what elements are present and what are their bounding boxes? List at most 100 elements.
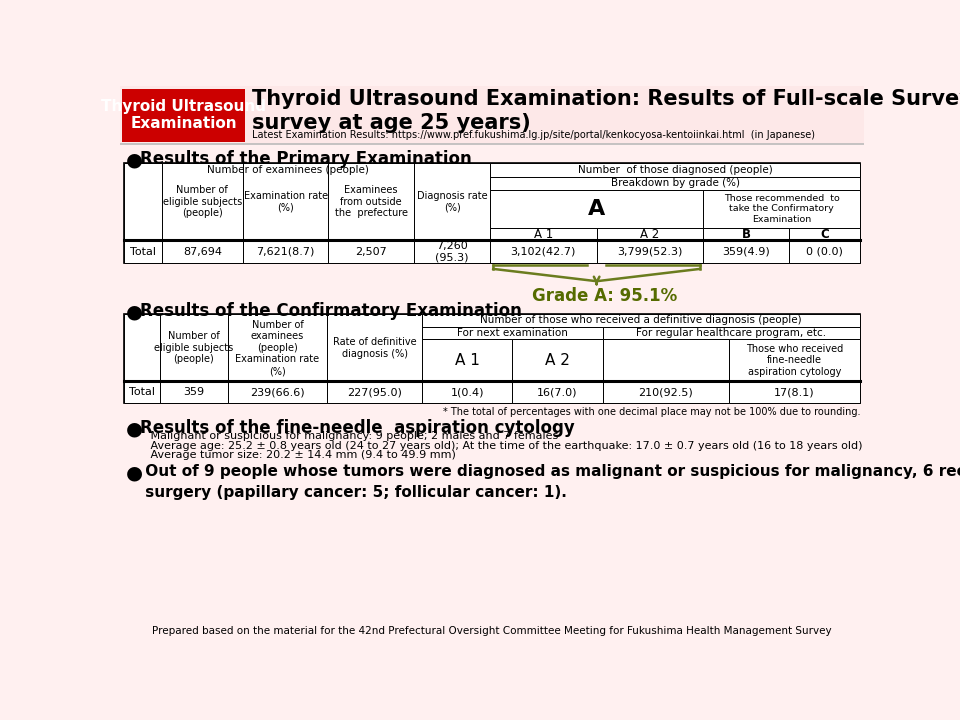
Text: Average age: 25.2 ± 0.8 years old (24 to 27 years old); At the time of the earth: Average age: 25.2 ± 0.8 years old (24 to… xyxy=(140,441,863,451)
Text: 87,694: 87,694 xyxy=(182,247,222,257)
Text: Breakdown by grade (%): Breakdown by grade (%) xyxy=(611,179,739,189)
Bar xyxy=(124,315,860,403)
Text: 227(95.0): 227(95.0) xyxy=(348,387,402,397)
Text: 359: 359 xyxy=(183,387,204,397)
Bar xyxy=(160,382,228,403)
Text: Examinees
from outside
the  prefecture: Examinees from outside the prefecture xyxy=(335,185,408,218)
Bar xyxy=(124,315,160,382)
Bar xyxy=(422,327,603,339)
Text: 7,260
(95.3): 7,260 (95.3) xyxy=(435,241,468,263)
Text: Number  of those diagnosed (people): Number of those diagnosed (people) xyxy=(578,166,773,176)
Bar xyxy=(124,163,860,264)
Text: Examination rate
(%): Examination rate (%) xyxy=(244,191,327,212)
Text: 3,799(52.3): 3,799(52.3) xyxy=(617,247,683,257)
Bar xyxy=(327,315,422,382)
Bar xyxy=(120,86,864,144)
Text: ●: ● xyxy=(126,419,143,438)
Text: Rate of definitive
diagnosis (%): Rate of definitive diagnosis (%) xyxy=(333,337,417,359)
Text: Thyroid Ultrasound
Examination: Thyroid Ultrasound Examination xyxy=(101,99,266,131)
Bar xyxy=(513,382,603,403)
Text: B: B xyxy=(741,228,751,240)
Text: 359(4.9): 359(4.9) xyxy=(722,247,770,257)
Text: Total: Total xyxy=(129,387,155,397)
Text: Malignant or suspicious for malignancy: 9 people; 2 males and 7 females: Malignant or suspicious for malignancy: … xyxy=(140,431,559,441)
Bar xyxy=(596,228,703,240)
Text: ●: ● xyxy=(126,464,143,482)
Bar xyxy=(124,240,162,264)
Bar xyxy=(122,89,245,142)
Text: A 2: A 2 xyxy=(640,228,660,240)
Bar xyxy=(422,315,860,327)
Bar xyxy=(414,163,491,240)
Text: ●: ● xyxy=(126,150,143,169)
Text: Those who received
fine-needle
aspiration cytology: Those who received fine-needle aspiratio… xyxy=(746,343,843,377)
Bar xyxy=(228,382,327,403)
Bar xyxy=(162,163,243,240)
Text: 239(66.6): 239(66.6) xyxy=(251,387,304,397)
Bar xyxy=(124,382,160,403)
Text: Number of
examinees
(people)
Examination rate
(%): Number of examinees (people) Examination… xyxy=(235,320,320,376)
Text: Thyroid Ultrasound Examination: Results of Full-scale Survey (the
survey at age : Thyroid Ultrasound Examination: Results … xyxy=(252,89,960,133)
Bar xyxy=(243,163,328,240)
Text: Number of examinees (people): Number of examinees (people) xyxy=(207,166,369,176)
Bar xyxy=(328,240,414,264)
Text: Out of 9 people whose tumors were diagnosed as malignant or suspicious for malig: Out of 9 people whose tumors were diagno… xyxy=(140,464,960,500)
Text: Those recommended  to
take the Confirmatory
Examination: Those recommended to take the Confirmato… xyxy=(724,194,840,224)
Text: 210(92.5): 210(92.5) xyxy=(638,387,693,397)
Bar xyxy=(328,163,414,240)
Text: Results of the Confirmatory Examination: Results of the Confirmatory Examination xyxy=(140,302,522,320)
Bar xyxy=(491,240,596,264)
Text: Number of
eligible subjects
(people): Number of eligible subjects (people) xyxy=(163,185,242,218)
Text: Total: Total xyxy=(130,247,156,257)
Bar xyxy=(422,339,513,382)
Bar xyxy=(703,240,789,264)
Bar xyxy=(730,339,860,382)
Text: 0 (0.0): 0 (0.0) xyxy=(806,247,843,257)
Bar xyxy=(603,339,730,382)
Bar xyxy=(327,382,422,403)
Bar xyxy=(162,240,243,264)
Text: Diagnosis rate
(%): Diagnosis rate (%) xyxy=(417,191,488,212)
Text: Number of those who received a definitive diagnosis (people): Number of those who received a definitiv… xyxy=(480,315,802,325)
Text: 1(0.4): 1(0.4) xyxy=(450,387,484,397)
Text: 16(7.0): 16(7.0) xyxy=(538,387,578,397)
Bar xyxy=(603,327,860,339)
Text: 2,507: 2,507 xyxy=(355,247,387,257)
Bar xyxy=(491,189,703,228)
Text: Latest Examination Results: https://www.pref.fukushima.lg.jp/site/portal/kenkocy: Latest Examination Results: https://www.… xyxy=(252,130,815,140)
Text: A: A xyxy=(588,199,605,219)
Text: A 2: A 2 xyxy=(545,353,570,368)
Bar xyxy=(789,228,860,240)
Bar xyxy=(513,339,603,382)
Bar xyxy=(789,240,860,264)
Bar xyxy=(491,228,596,240)
Bar xyxy=(703,189,860,228)
Bar xyxy=(491,163,860,177)
Text: Number of
eligible subjects
(people): Number of eligible subjects (people) xyxy=(155,331,233,364)
Bar xyxy=(491,177,860,189)
Bar xyxy=(596,240,703,264)
Text: C: C xyxy=(820,228,828,240)
Bar xyxy=(162,163,414,177)
Text: A 1: A 1 xyxy=(455,353,480,368)
Bar xyxy=(703,228,789,240)
Text: 3,102(42.7): 3,102(42.7) xyxy=(511,247,576,257)
Bar xyxy=(243,240,328,264)
Text: 7,621(8.7): 7,621(8.7) xyxy=(256,247,315,257)
Bar xyxy=(228,315,327,382)
Text: Grade A: 95.1%: Grade A: 95.1% xyxy=(532,287,677,305)
Text: For next examination: For next examination xyxy=(457,328,567,338)
Text: ●: ● xyxy=(126,302,143,321)
Text: Results of the fine-needle  aspiration cytology: Results of the fine-needle aspiration cy… xyxy=(140,419,575,437)
Bar xyxy=(414,240,491,264)
Bar xyxy=(160,315,228,382)
Bar xyxy=(422,382,513,403)
Text: A 1: A 1 xyxy=(534,228,553,240)
Bar xyxy=(603,382,730,403)
Text: 17(8.1): 17(8.1) xyxy=(775,387,815,397)
Text: * The total of percentages with one decimal place may not be 100% due to roundin: * The total of percentages with one deci… xyxy=(443,407,860,417)
Bar xyxy=(730,382,860,403)
Bar xyxy=(124,163,162,240)
Text: Average tumor size: 20.2 ± 14.4 mm (9.4 to 49.9 mm): Average tumor size: 20.2 ± 14.4 mm (9.4 … xyxy=(140,450,456,460)
Text: For regular healthcare program, etc.: For regular healthcare program, etc. xyxy=(636,328,827,338)
